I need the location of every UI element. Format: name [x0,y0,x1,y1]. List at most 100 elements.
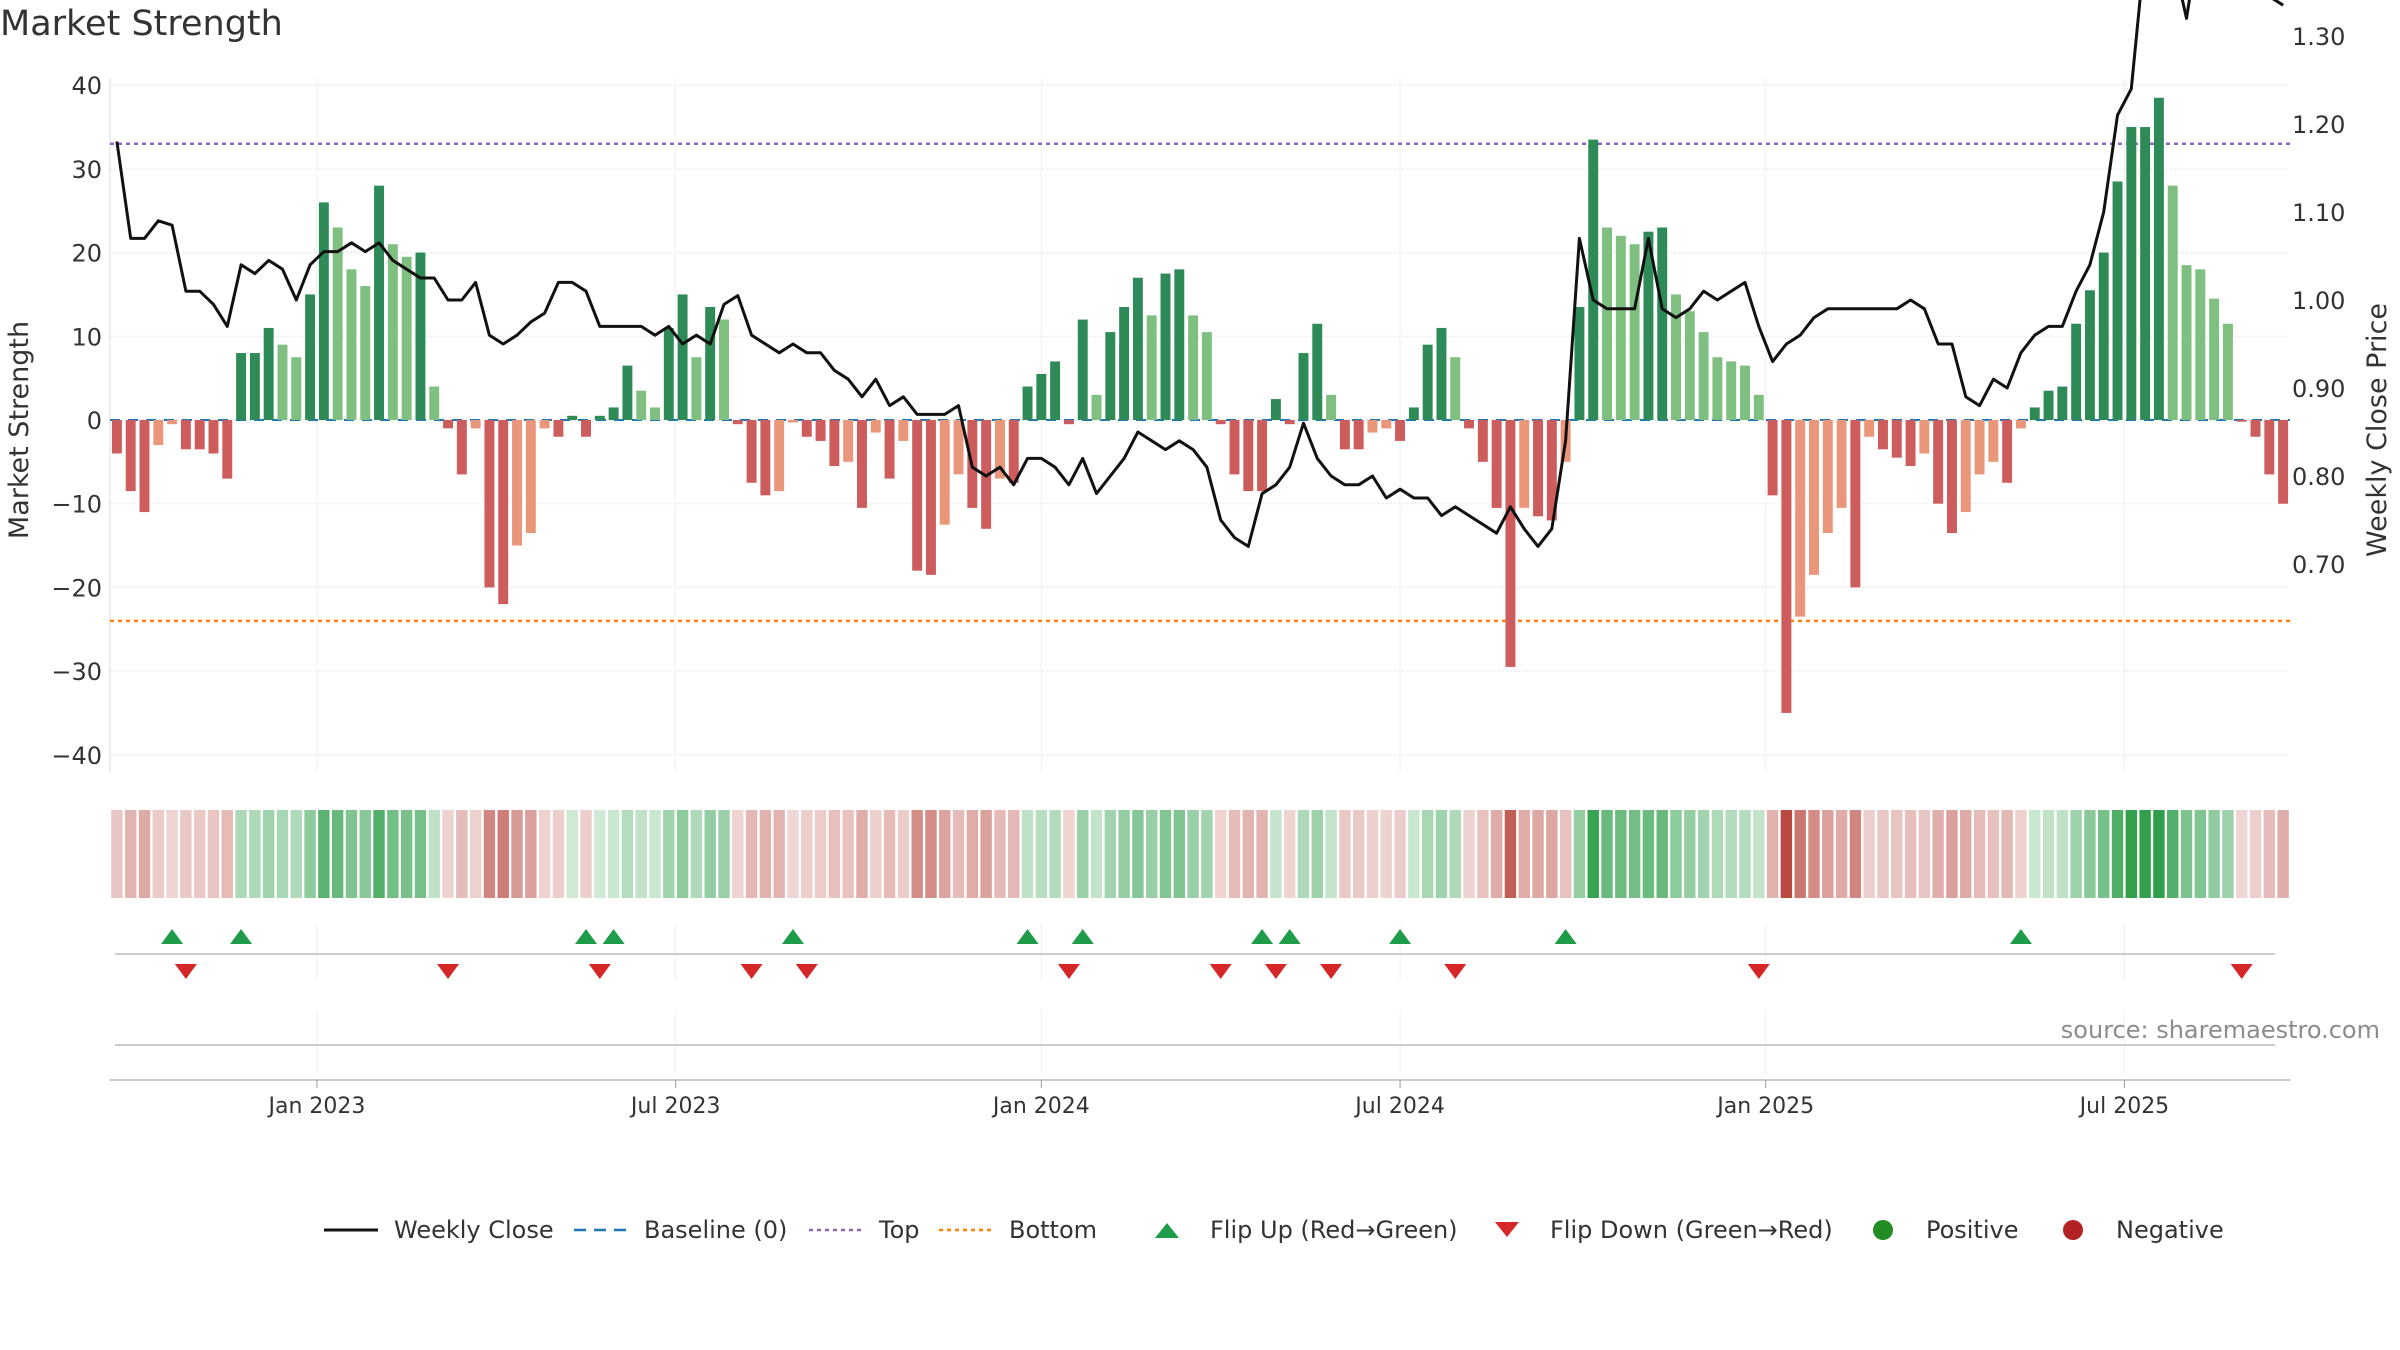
legend-swatch [1873,1220,1893,1240]
right-axis-label: Weekly Close Price [2362,303,2393,557]
strength-bar [387,244,398,420]
heat-cell [221,810,233,898]
heat-cell [1297,810,1310,898]
legend-swatch [2063,1220,2083,1240]
strength-bar [774,420,785,492]
heat-cell [621,810,634,898]
heat-cell [1918,810,1931,898]
flip-down-marker [588,964,611,979]
heat-cell [1960,810,1972,898]
left-y-tick-label: −30 [51,658,102,686]
heat-cell [276,810,289,898]
strength-bar [2181,265,2192,420]
heat-cell [1394,810,1406,898]
strength-bar [429,386,440,420]
strength-bar [1160,273,1171,420]
heat-cell [649,810,661,898]
heat-cell [318,810,330,898]
right-y-tick-label: 0.70 [2292,551,2345,579]
heat-cell [1242,810,1254,898]
strength-bar [1201,332,1212,420]
strength-bar [1836,420,1847,508]
right-y-ticks: 1.401.301.201.101.000.900.800.70 [2292,23,2345,579]
heat-cell [2208,810,2220,898]
heat-cell [773,810,785,898]
legend-swatch [1495,1222,1519,1237]
legend-circle-mark [2063,1220,2083,1240]
strength-bar [1726,361,1737,420]
flip-up-marker [2009,929,2032,944]
heat-cell [911,810,923,898]
heat-cell [456,810,468,898]
heat-cell [2222,810,2234,898]
heat-cell [1104,810,1117,898]
strength-bar [2167,185,2178,420]
heat-cell [704,810,716,898]
heat-cell [2167,810,2179,898]
strength-bar [249,353,260,420]
left-y-tick-label: −40 [51,742,102,770]
strength-bar [2278,420,2289,504]
heat-cell [124,810,137,898]
strength-bar [1339,420,1350,450]
strength-bar [1781,420,1792,713]
strength-bar [994,420,1005,479]
left-y-tick-label: 30 [71,156,102,184]
heat-cell [1339,810,1351,898]
heat-cell [897,810,910,898]
strength-bar [2043,390,2054,420]
strength-bar [236,353,247,420]
flip-up-marker [1389,929,1412,944]
heat-cell [1877,810,1889,898]
strength-bar [1105,332,1116,420]
heat-cell [2084,810,2096,898]
heat-cell [1822,810,1834,898]
flip-down-marker [1747,964,1770,979]
strength-bar [622,365,633,420]
strength-bar [1850,420,1861,588]
strength-bar [1326,394,1337,420]
heat-cell [304,810,316,898]
strength-bar [512,420,522,546]
heat-cell [594,810,606,898]
heat-cell [1490,810,1503,898]
flip-up-marker [1554,929,1577,944]
heat-cell [2139,810,2151,898]
strength-bar [456,420,467,475]
strength-bar [2002,420,2013,483]
strength-bar [1119,307,1130,420]
strength-bar [1353,420,1364,450]
heat-cell [262,810,275,898]
heat-cell [414,810,427,898]
strength-bar [263,327,274,420]
heat-cell [1008,810,1020,898]
strength-bar [1684,311,1695,420]
heat-cell [1739,810,1751,898]
heat-cell [193,810,206,898]
strength-bar [2250,420,2261,437]
strength-bar [1243,420,1254,492]
heat-cell [2249,810,2262,898]
heat-cell [1463,810,1475,898]
strength-bar [912,420,923,571]
heat-cell [1035,810,1048,898]
x-tick-label: Jul 2023 [629,1094,721,1119]
right-y-tick-label: 1.30 [2292,23,2345,51]
strength-bar [1422,344,1433,420]
heat-cell [1214,810,1227,898]
strength-bar [1257,420,1268,492]
heat-cell [1794,810,1806,898]
strength-bar [2112,181,2123,420]
weekly-close-series [115,0,2284,548]
strength-bar [401,256,412,420]
legend-item: Baseline (0) [572,1208,787,1252]
heat-cell [580,810,592,898]
heat-cell [525,810,537,898]
heat-cell [939,810,951,898]
flip-down-marker [795,964,818,979]
flip-down-marker [1264,964,1287,979]
heat-cell [828,810,841,898]
heat-cell [1283,810,1296,898]
heat-cell [1849,810,1862,898]
heat-cell [2098,810,2110,898]
